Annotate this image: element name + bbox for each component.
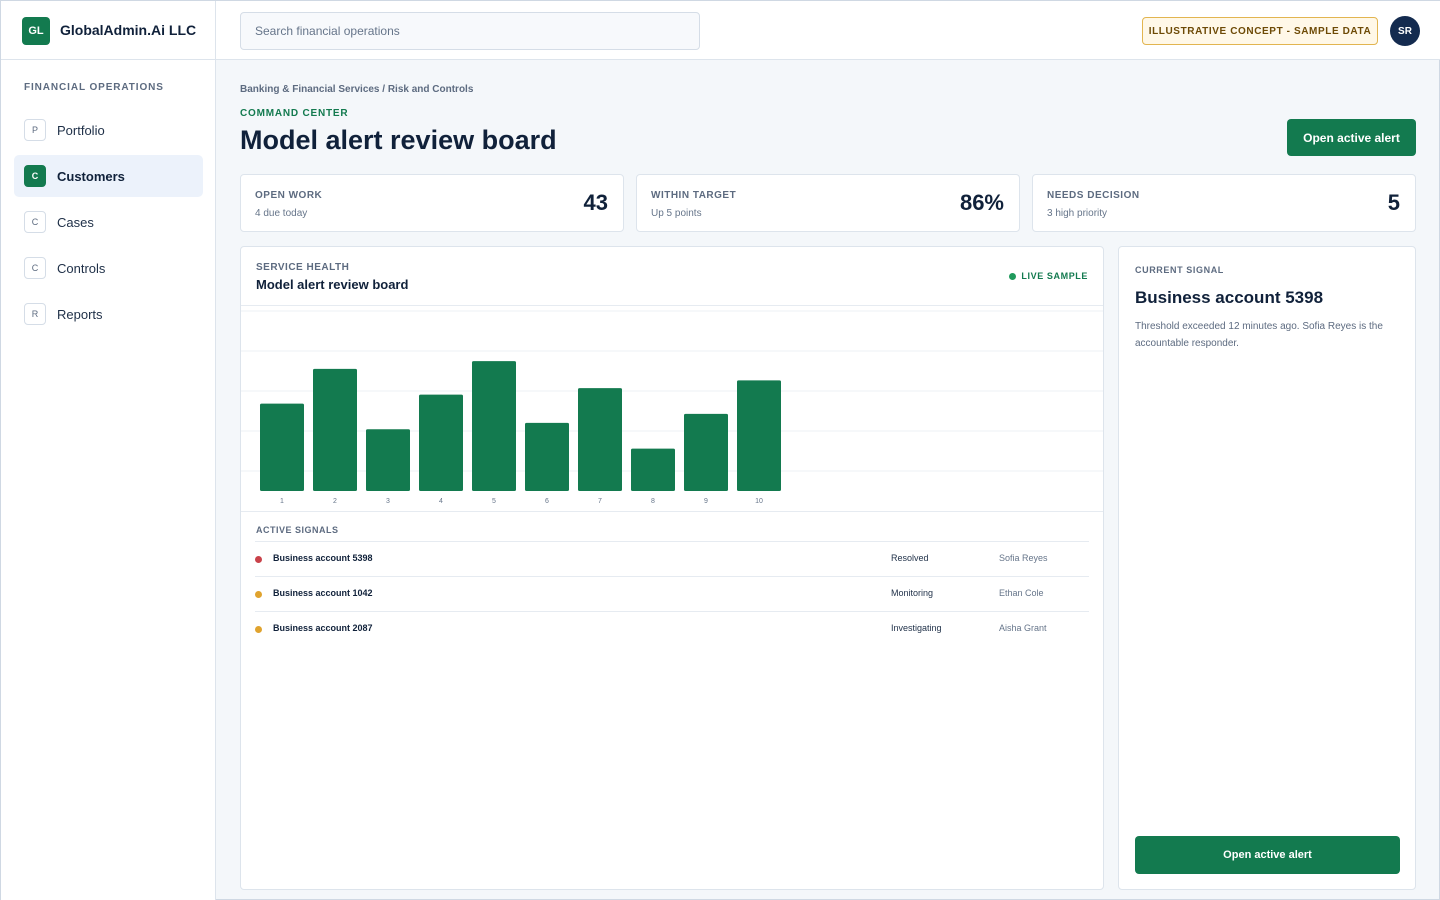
stat-card-needs-decision: NEEDS DECISION 3 high priority 5: [1032, 174, 1416, 232]
stat-label: NEEDS DECISION: [1047, 190, 1140, 201]
chart-bar[interactable]: [684, 413, 728, 491]
x-tick-label: 1: [280, 498, 284, 505]
page-eyebrow: COMMAND CENTER: [240, 108, 349, 119]
signal-owner: Sofia Reyes: [999, 553, 1048, 563]
signal-name: Business account 2087: [273, 623, 373, 633]
stat-value: 43: [583, 190, 608, 215]
stat-card-within-target: WITHIN TARGET Up 5 points 86%: [636, 174, 1020, 232]
sidebar-item-controls[interactable]: C Controls: [14, 247, 203, 289]
brand-logo[interactable]: GL: [22, 17, 50, 45]
sidebar-item-label: Portfolio: [57, 122, 105, 138]
sidebar-item-reports[interactable]: R Reports: [14, 293, 203, 335]
sidebar-item-label: Controls: [57, 260, 106, 276]
divider: [241, 305, 1103, 306]
customers-icon: C: [24, 165, 46, 187]
stat-card-open-work: OPEN WORK 4 due today 43: [240, 174, 624, 232]
stat-sub: Up 5 points: [651, 208, 702, 219]
stat-value: 86%: [959, 190, 1004, 215]
x-tick-label: 7: [598, 498, 602, 505]
status-dot-icon: [255, 556, 262, 563]
signal-row[interactable]: Business account 5398 Resolved Sofia Rey…: [255, 541, 1089, 576]
x-tick-label: 9: [704, 498, 708, 505]
sidebar: GL GlobalAdmin.Ai LLC FINANCIAL OPERATIO…: [1, 1, 216, 900]
chart-bar[interactable]: [525, 422, 569, 491]
cases-icon: C: [24, 211, 46, 233]
panel-title: Model alert review board: [256, 277, 409, 292]
signal-name: Business account 1042: [273, 588, 373, 598]
portfolio-icon: P: [24, 119, 46, 141]
concept-badge: ILLUSTRATIVE CONCEPT - SAMPLE DATA: [1142, 17, 1378, 45]
bar-chart: 1 2 3 4 5 6 7 8 9 10: [241, 310, 1103, 505]
current-signal-title: Business account 5398: [1135, 288, 1324, 307]
current-signal-description: Threshold exceeded 12 minutes ago. Sofia…: [1135, 321, 1383, 349]
panel-eyebrow: SERVICE HEALTH: [256, 262, 350, 273]
stat-value: 5: [1387, 190, 1400, 215]
chart-bar[interactable]: [472, 361, 516, 491]
signal-status: Monitoring: [891, 588, 934, 598]
x-tick-label: 4: [439, 498, 443, 505]
stat-label: WITHIN TARGET: [651, 190, 737, 201]
service-health-panel: SERVICE HEALTH Model alert review board …: [240, 246, 1104, 890]
open-active-alert-button[interactable]: Open active alert: [1135, 836, 1400, 874]
x-tick-label: 8: [651, 498, 655, 505]
signal-owner: Ethan Cole: [999, 588, 1044, 598]
nav-section-title: FINANCIAL OPERATIONS: [24, 82, 164, 93]
sidebar-item-customers[interactable]: C Customers: [14, 155, 203, 197]
status-dot-icon: [255, 626, 262, 633]
stat-sub: 3 high priority: [1047, 208, 1108, 219]
signal-row[interactable]: Business account 2087 Investigating Aish…: [255, 611, 1089, 646]
search-input[interactable]: [240, 12, 700, 50]
signal-status: Resolved: [891, 553, 929, 563]
live-sample-label: LIVE SAMPLE: [1021, 271, 1088, 281]
stat-sub: 4 due today: [255, 208, 308, 219]
open-active-alert-button[interactable]: Open active alert: [1287, 119, 1416, 156]
active-signals-title: ACTIVE SIGNALS: [256, 525, 339, 535]
controls-icon: C: [24, 257, 46, 279]
chart-bar[interactable]: [419, 394, 463, 491]
live-dot-icon: [1009, 272, 1017, 280]
sidebar-item-portfolio[interactable]: P Portfolio: [14, 109, 203, 151]
x-tick-label: 5: [492, 498, 496, 505]
current-signal-eyebrow: CURRENT SIGNAL: [1135, 265, 1224, 275]
brand-name[interactable]: GlobalAdmin.Ai LLC: [60, 22, 197, 38]
chart-bar[interactable]: [260, 403, 304, 491]
stat-label: OPEN WORK: [255, 190, 323, 201]
page-title: Model alert review board: [240, 125, 557, 155]
x-tick-label: 10: [755, 498, 763, 505]
sidebar-item-cases[interactable]: C Cases: [14, 201, 203, 243]
topbar: ILLUSTRATIVE CONCEPT - SAMPLE DATA SR: [216, 1, 1440, 60]
reports-icon: R: [24, 303, 46, 325]
sidebar-item-label: Reports: [57, 306, 103, 322]
breadcrumb: Banking & Financial Services / Risk and …: [240, 84, 474, 95]
x-tick-label: 3: [386, 498, 390, 505]
signal-status: Investigating: [891, 623, 942, 633]
sidebar-item-label: Cases: [57, 214, 94, 230]
signal-name: Business account 5398: [273, 553, 373, 563]
sidebar-item-label: Customers: [57, 168, 125, 184]
current-signal-panel: CURRENT SIGNAL Business account 5398 Thr…: [1118, 246, 1416, 890]
brand: GL GlobalAdmin.Ai LLC: [1, 1, 216, 60]
signal-owner: Aisha Grant: [999, 623, 1047, 633]
chart-bar[interactable]: [313, 368, 357, 491]
status-dot-icon: [255, 591, 262, 598]
chart-bar[interactable]: [578, 388, 622, 491]
avatar[interactable]: SR: [1390, 16, 1420, 46]
chart-bar[interactable]: [737, 380, 781, 491]
x-tick-label: 6: [545, 498, 549, 505]
signal-row[interactable]: Business account 1042 Monitoring Ethan C…: [255, 576, 1089, 611]
divider: [241, 511, 1103, 512]
chart-bar[interactable]: [631, 448, 675, 491]
x-tick-label: 2: [333, 498, 337, 505]
live-sample-indicator: LIVE SAMPLE: [1009, 271, 1088, 281]
chart-bar[interactable]: [366, 429, 410, 491]
